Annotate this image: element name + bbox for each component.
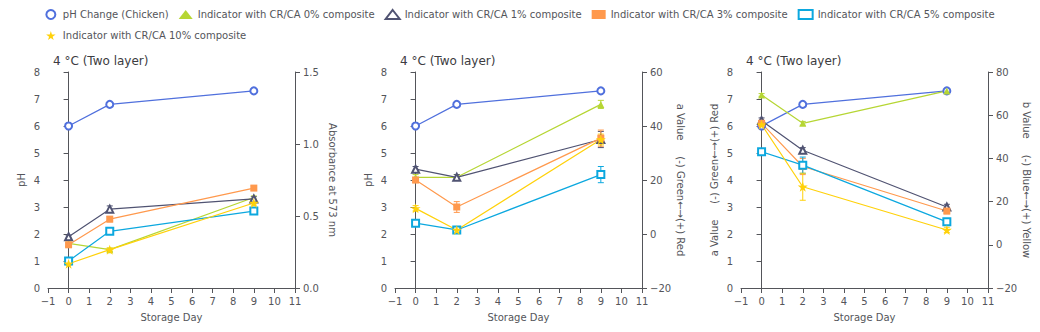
svg-text:8: 8 <box>923 296 929 307</box>
svg-text:7: 7 <box>727 94 733 105</box>
svg-text:10: 10 <box>961 296 974 307</box>
svg-text:0: 0 <box>650 229 656 240</box>
svg-text:5: 5 <box>34 148 40 159</box>
svg-text:0: 0 <box>412 296 418 307</box>
svg-text:60: 60 <box>996 110 1009 121</box>
svg-text:5: 5 <box>861 296 867 307</box>
svg-text:Storage Day: Storage Day <box>140 312 202 323</box>
svg-text:9: 9 <box>944 296 950 307</box>
svg-text:6: 6 <box>882 296 888 307</box>
svg-text:40: 40 <box>996 153 1009 164</box>
svg-text:b Value (-) Blue←→(+) Yell: b Value (-) Blue←→(+) Yellow <box>1021 102 1032 259</box>
svg-text:Indicator with CR/CA 10% compo: Indicator with CR/CA 10% composite <box>63 30 246 41</box>
svg-text:20: 20 <box>996 196 1009 207</box>
svg-text:4: 4 <box>841 296 847 307</box>
svg-text:8: 8 <box>230 296 236 307</box>
svg-text:6: 6 <box>189 296 195 307</box>
svg-text:2: 2 <box>727 229 733 240</box>
svg-text:8: 8 <box>577 296 583 307</box>
svg-text:4: 4 <box>34 175 40 186</box>
svg-text:10: 10 <box>615 296 628 307</box>
svg-text:7: 7 <box>902 296 908 307</box>
svg-text:Indicator with CR/CA 3% compos: Indicator with CR/CA 3% composite <box>611 9 788 20</box>
svg-text:pH: pH <box>16 173 27 187</box>
svg-text:−20: −20 <box>650 283 671 294</box>
svg-text:7: 7 <box>34 94 40 105</box>
svg-text:3: 3 <box>34 202 40 213</box>
svg-text:3: 3 <box>727 202 733 213</box>
svg-text:4: 4 <box>727 175 733 186</box>
svg-text:1: 1 <box>381 256 387 267</box>
svg-text:−1: −1 <box>41 296 56 307</box>
svg-text:Indicator with CR/CA 5% compos: Indicator with CR/CA 5% composite <box>818 9 995 20</box>
svg-text:7: 7 <box>209 296 215 307</box>
svg-text:11: 11 <box>636 296 649 307</box>
svg-text:7: 7 <box>556 296 562 307</box>
svg-text:0: 0 <box>65 296 71 307</box>
svg-text:4: 4 <box>495 296 501 307</box>
svg-text:0: 0 <box>727 283 733 294</box>
svg-text:80: 80 <box>996 67 1009 78</box>
svg-text:1: 1 <box>34 256 40 267</box>
svg-text:8: 8 <box>381 67 387 78</box>
svg-text:0.0: 0.0 <box>303 283 319 294</box>
svg-text:−1: −1 <box>388 296 403 307</box>
svg-text:0: 0 <box>996 239 1002 250</box>
svg-text:5: 5 <box>727 148 733 159</box>
svg-text:Storage Day: Storage Day <box>833 312 895 323</box>
svg-text:1.0: 1.0 <box>303 139 319 150</box>
svg-text:6: 6 <box>536 296 542 307</box>
svg-text:1: 1 <box>727 256 733 267</box>
svg-text:1: 1 <box>779 296 785 307</box>
svg-text:3: 3 <box>474 296 480 307</box>
svg-text:20: 20 <box>650 175 663 186</box>
svg-text:4: 4 <box>148 296 154 307</box>
svg-text:6: 6 <box>381 121 387 132</box>
svg-text:8: 8 <box>34 67 40 78</box>
svg-text:0: 0 <box>34 283 40 294</box>
svg-text:Storage Day: Storage Day <box>487 312 549 323</box>
svg-text:8: 8 <box>727 67 733 78</box>
svg-text:2: 2 <box>454 296 460 307</box>
svg-text:11: 11 <box>289 296 302 307</box>
svg-text:3: 3 <box>381 202 387 213</box>
svg-text:0: 0 <box>381 283 387 294</box>
svg-text:5: 5 <box>515 296 521 307</box>
svg-text:6: 6 <box>727 121 733 132</box>
svg-text:9: 9 <box>598 296 604 307</box>
svg-text:0.5: 0.5 <box>303 211 319 222</box>
svg-text:4: 4 <box>381 175 387 186</box>
svg-text:pH Change (Chicken): pH Change (Chicken) <box>63 9 169 20</box>
svg-text:5: 5 <box>168 296 174 307</box>
svg-text:3: 3 <box>820 296 826 307</box>
svg-text:7: 7 <box>381 94 387 105</box>
svg-text:a Value (-) Green←→(+) Red: a Value (-) Green←→(+) Red <box>709 104 720 257</box>
svg-text:1: 1 <box>433 296 439 307</box>
svg-text:10: 10 <box>268 296 281 307</box>
svg-text:6: 6 <box>34 121 40 132</box>
svg-text:4 °C (Two layer): 4 °C (Two layer) <box>400 54 495 68</box>
svg-text:−1: −1 <box>734 296 749 307</box>
svg-text:4 °C (Two layer): 4 °C (Two layer) <box>746 54 841 68</box>
svg-text:1: 1 <box>86 296 92 307</box>
svg-text:11: 11 <box>982 296 995 307</box>
svg-text:−20: −20 <box>996 283 1017 294</box>
svg-text:Indicator with CR/CA 0% compos: Indicator with CR/CA 0% composite <box>198 9 375 20</box>
svg-text:2: 2 <box>107 296 113 307</box>
svg-text:Indicator with CR/CA 1% compos: Indicator with CR/CA 1% composite <box>405 9 582 20</box>
svg-text:1.5: 1.5 <box>303 67 319 78</box>
svg-text:a Value (-) Green←→(+) Red: a Value (-) Green←→(+) Red <box>675 104 686 257</box>
svg-text:pH: pH <box>363 173 374 187</box>
svg-text:3: 3 <box>127 296 133 307</box>
svg-text:9: 9 <box>251 296 257 307</box>
svg-text:5: 5 <box>381 148 387 159</box>
svg-text:Absorbance at 573 nm: Absorbance at 573 nm <box>327 123 338 237</box>
svg-text:0: 0 <box>758 296 764 307</box>
svg-text:2: 2 <box>800 296 806 307</box>
svg-text:60: 60 <box>650 67 663 78</box>
svg-text:2: 2 <box>34 229 40 240</box>
svg-text:4 °C (Two layer): 4 °C (Two layer) <box>53 54 148 68</box>
svg-text:40: 40 <box>650 121 663 132</box>
svg-text:2: 2 <box>381 229 387 240</box>
